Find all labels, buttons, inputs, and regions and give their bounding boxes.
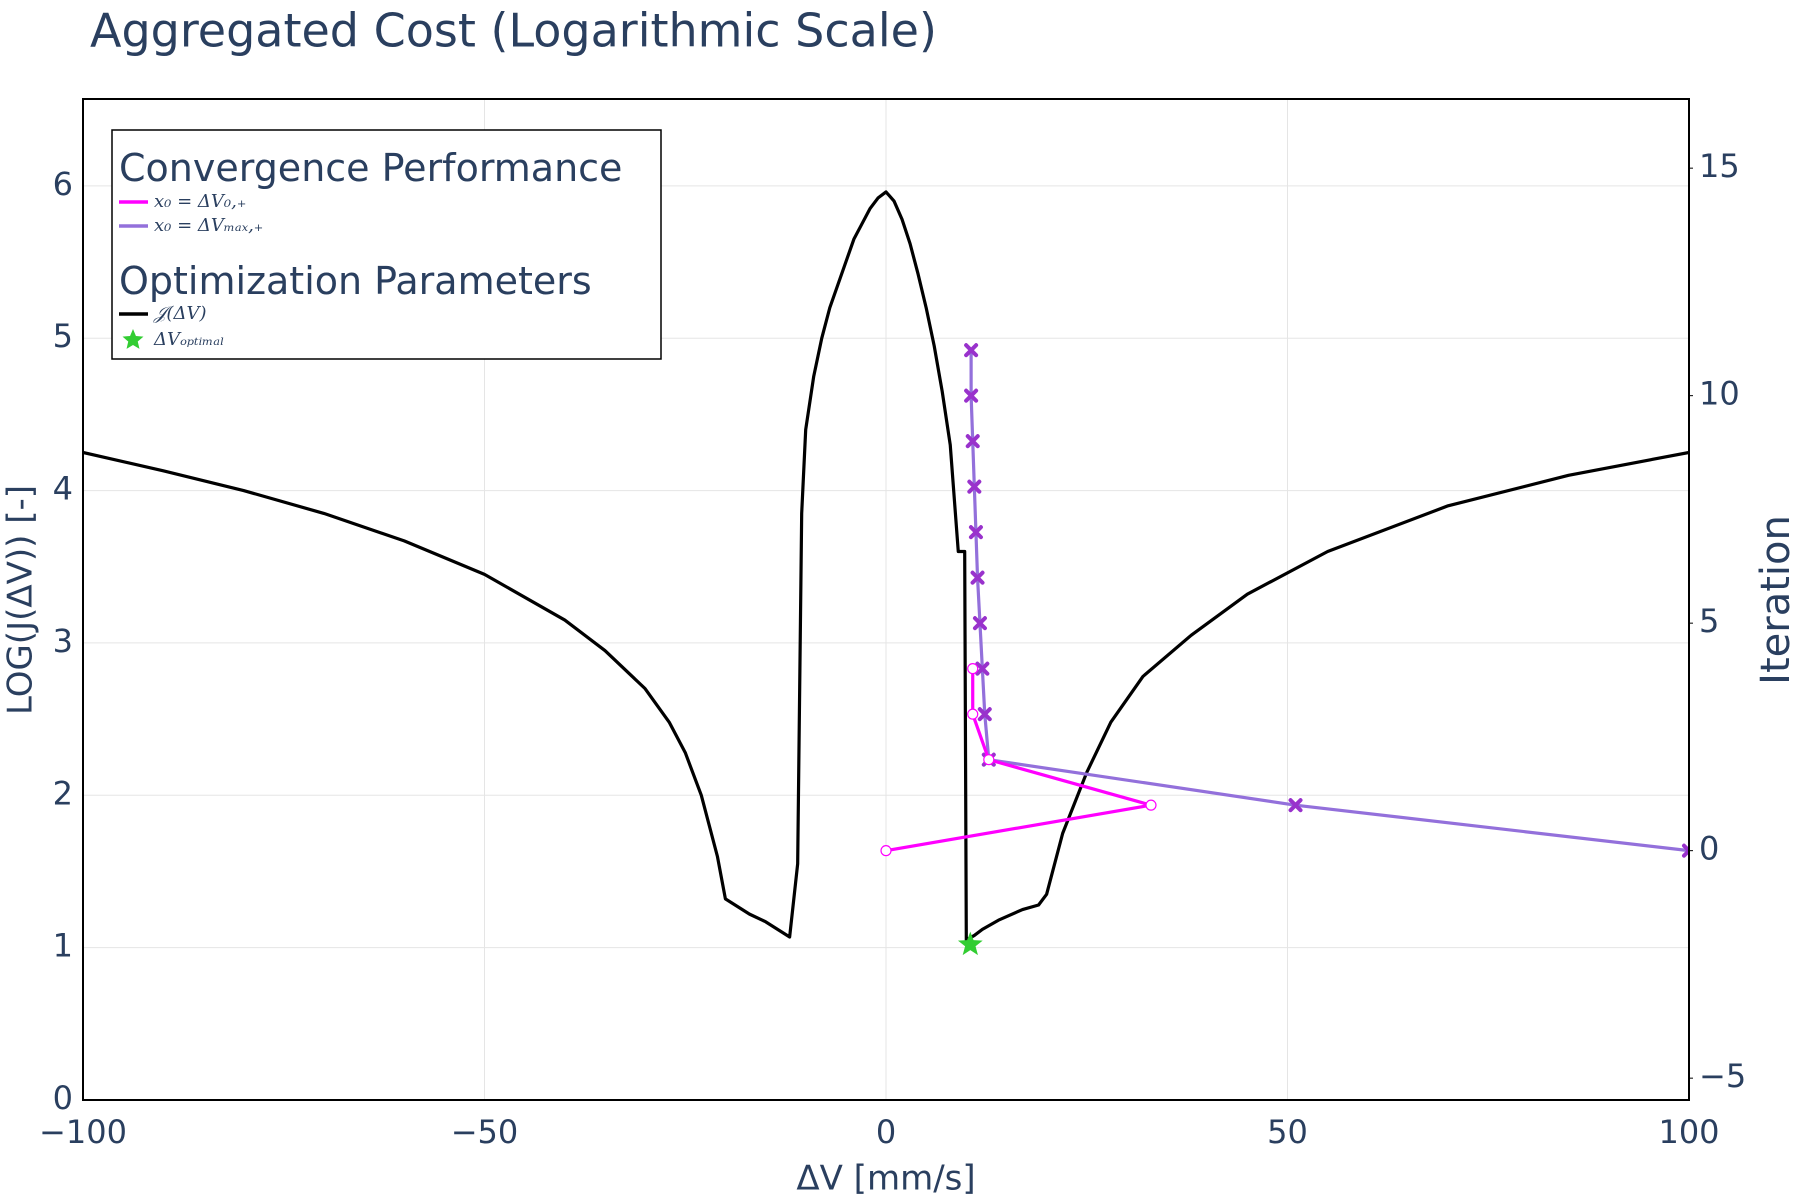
legend-group-title: Convergence Performance: [119, 146, 622, 190]
point: [1288, 798, 1303, 813]
point: [957, 931, 983, 956]
point: [965, 434, 980, 449]
point: [964, 388, 979, 403]
legend-entry: 𝒥(ΔV): [153, 303, 206, 324]
point: [968, 525, 983, 540]
legend-group-title: Optimization Parameters: [119, 259, 592, 303]
y-axis-title: LOG(J(ΔV)) [-]: [1, 485, 41, 715]
point: [983, 754, 995, 766]
point: [1145, 799, 1157, 811]
x-tick-label: −50: [451, 1113, 519, 1151]
point: [967, 708, 979, 720]
point: [967, 663, 979, 675]
legend-box: [111, 129, 662, 360]
legend-entry: ΔVₒₚₜᵢₘₐₗ: [153, 329, 224, 350]
x-tick-label: −100: [39, 1113, 127, 1151]
point: [975, 661, 990, 676]
legend-entry: x₀ = ΔVₘₐₓ,₊: [154, 215, 263, 236]
chart-title: Aggregated Cost (Logarithmic Scale): [90, 4, 937, 58]
point: [880, 845, 892, 857]
y-tick-label: 0: [53, 1079, 73, 1117]
point: [967, 479, 982, 494]
y-tick-label: 5: [53, 317, 73, 355]
y2-tick-label: 0: [1699, 830, 1719, 868]
y2-tick-label: 15: [1699, 147, 1740, 185]
x-axis-title: ΔV [mm/s]: [796, 1159, 975, 1199]
x-tick-label: 0: [876, 1113, 896, 1151]
y2-tick-label: 5: [1699, 602, 1719, 640]
point: [970, 570, 985, 585]
series-line: [969, 350, 1689, 853]
y-tick-label: 6: [53, 165, 73, 203]
legend-entry: x₀ = ΔV₀,₊: [154, 191, 246, 212]
y2-tick-label: −5: [1699, 1057, 1746, 1095]
y-tick-label: 1: [53, 927, 73, 965]
point: [1682, 843, 1689, 858]
point: [977, 707, 992, 722]
y-tick-label: 4: [53, 470, 73, 508]
y-tick-label: 3: [53, 622, 73, 660]
x-tick-label: 50: [1267, 1113, 1308, 1151]
plot-frame: [82, 98, 1690, 1101]
plot-area: [83, 190, 1689, 956]
point: [972, 616, 987, 631]
y2-tick-label: 10: [1699, 375, 1740, 413]
point: [964, 343, 979, 358]
x-tick-label: 100: [1658, 1113, 1719, 1151]
legend-swatch: [122, 329, 144, 349]
y2-axis-title: Iteration: [1753, 515, 1799, 685]
y-tick-label: 2: [53, 774, 73, 812]
series-line: [83, 190, 1689, 942]
